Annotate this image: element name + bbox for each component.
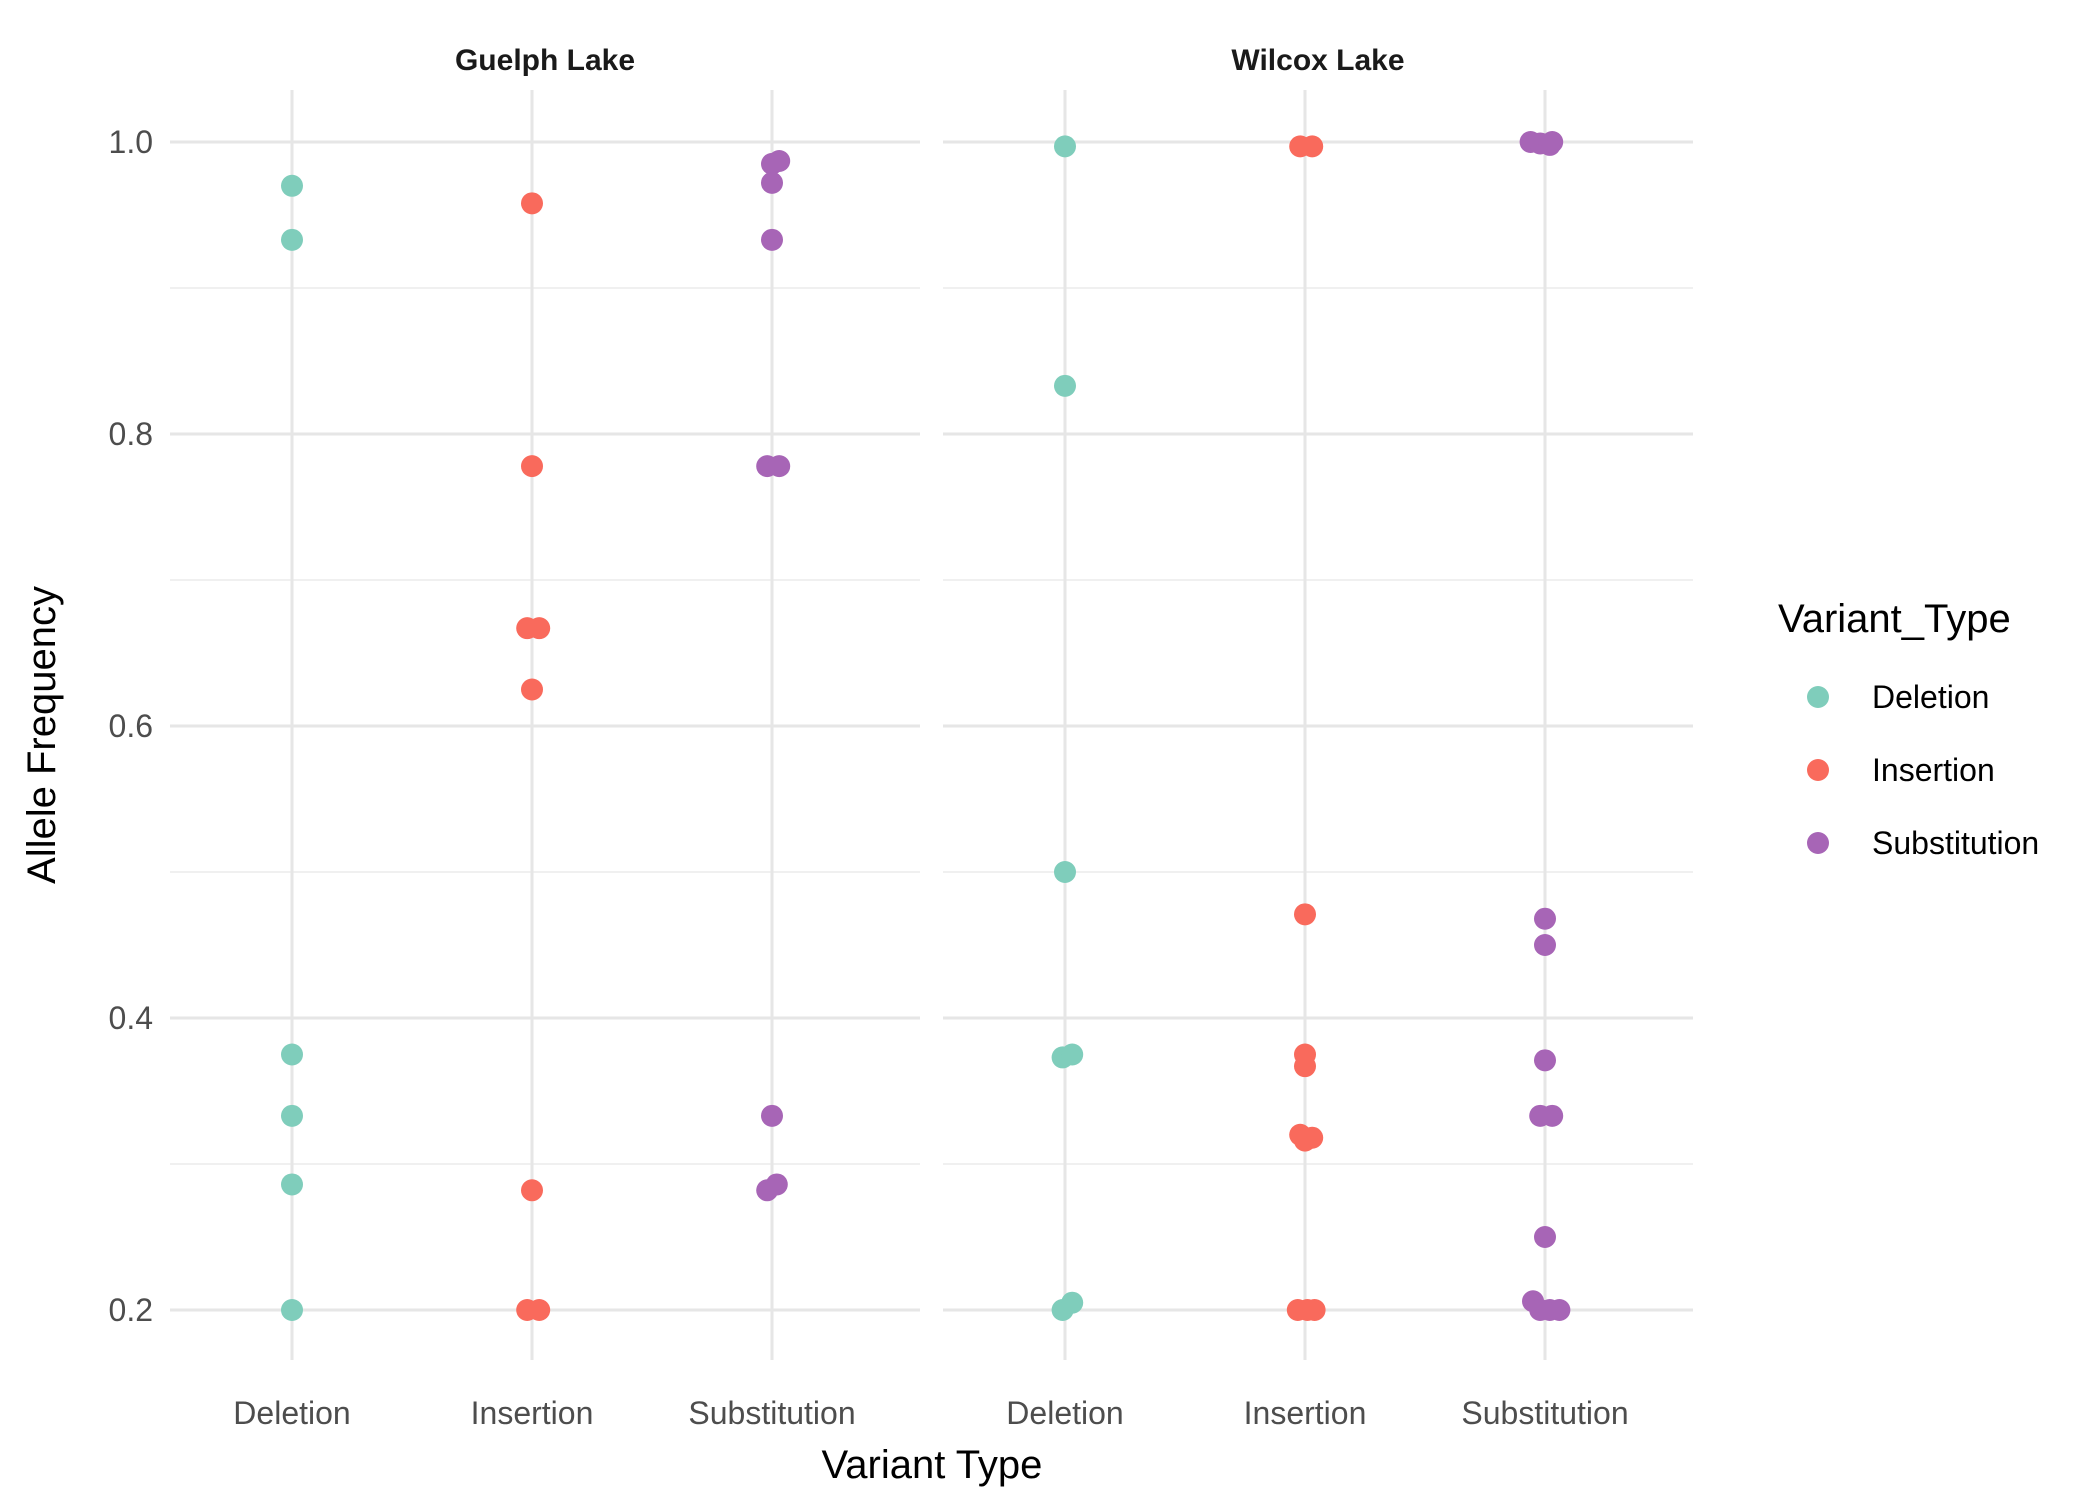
x-axis-title: Variant Type bbox=[822, 1443, 1043, 1487]
data-point-deletion bbox=[281, 1104, 303, 1127]
data-point-substitution bbox=[1534, 1226, 1556, 1248]
data-point-insertion bbox=[528, 617, 551, 640]
panel-wilcox-lake: Wilcox Lake Deletion Insertion Substitutio… bbox=[943, 44, 1693, 1431]
data-point-insertion bbox=[1294, 903, 1316, 926]
data-point-substitution bbox=[1534, 934, 1556, 956]
data-point-substitution bbox=[761, 171, 783, 194]
data-point-insertion bbox=[521, 678, 543, 701]
data-point-substitution bbox=[768, 455, 791, 478]
x-tick-label: Insertion bbox=[471, 1395, 594, 1431]
x-tick-label: Deletion bbox=[1006, 1395, 1123, 1431]
y-axis-title: Allele Frequency bbox=[20, 586, 64, 884]
data-point-substitution bbox=[1548, 1299, 1571, 1321]
data-point-deletion bbox=[281, 1299, 303, 1321]
data-point-insertion bbox=[521, 1179, 543, 1202]
data-point-deletion bbox=[1054, 861, 1076, 883]
data-point-deletion bbox=[281, 174, 303, 197]
y-tick-label: 0.4 bbox=[109, 1000, 153, 1036]
data-point-insertion bbox=[1303, 1299, 1326, 1321]
x-tick-label: Deletion bbox=[233, 1395, 350, 1431]
data-point-insertion bbox=[1294, 1055, 1316, 1078]
data-point-substitution bbox=[761, 1104, 783, 1127]
legend-label: Deletion bbox=[1872, 679, 1989, 715]
data-point-substitution bbox=[1541, 131, 1564, 153]
data-point-insertion bbox=[521, 455, 543, 478]
data-point-substitution bbox=[1541, 1104, 1564, 1127]
data-point-substitution bbox=[761, 228, 783, 251]
legend: Variant_Type Deletion Insertion Substituti… bbox=[1778, 597, 2039, 861]
data-point-substitution bbox=[765, 1173, 788, 1196]
legend-title: Variant_Type bbox=[1778, 597, 2011, 641]
y-tick-label: 0.6 bbox=[109, 708, 153, 744]
data-point-deletion bbox=[1061, 1043, 1084, 1066]
legend-label: Insertion bbox=[1872, 752, 1995, 788]
data-point-insertion bbox=[1301, 135, 1324, 158]
y-tick-label: 0.2 bbox=[109, 1292, 153, 1328]
legend-key-substitution bbox=[1807, 832, 1829, 854]
x-tick-label: Substitution bbox=[688, 1395, 855, 1431]
x-tick-label: Insertion bbox=[1244, 1395, 1367, 1431]
data-point-deletion bbox=[1054, 374, 1076, 397]
legend-key-deletion bbox=[1807, 686, 1829, 708]
data-point-deletion bbox=[281, 1173, 303, 1196]
panel-title: Wilcox Lake bbox=[1231, 44, 1404, 77]
data-point-substitution bbox=[1534, 1049, 1556, 1072]
data-point-substitution bbox=[1534, 907, 1556, 930]
y-axis-ticks: 0.2 0.4 0.6 0.8 1.0 bbox=[109, 124, 153, 1328]
panel-guelph-lake: Guelph Lake Deletion Insertion Substitutio… bbox=[170, 44, 920, 1431]
data-point-deletion bbox=[1061, 1291, 1084, 1314]
legend-key-insertion bbox=[1807, 759, 1829, 781]
panel-title: Guelph Lake bbox=[455, 44, 635, 77]
data-point-deletion bbox=[281, 228, 303, 251]
data-point-deletion bbox=[1054, 135, 1076, 158]
legend-label: Substitution bbox=[1872, 825, 2039, 861]
data-point-substitution bbox=[768, 149, 791, 172]
y-tick-label: 0.8 bbox=[109, 416, 153, 452]
y-tick-label: 1.0 bbox=[109, 124, 153, 160]
data-point-deletion bbox=[281, 1043, 303, 1066]
data-point-insertion bbox=[1294, 1129, 1316, 1152]
x-tick-label: Substitution bbox=[1461, 1395, 1628, 1431]
data-point-insertion bbox=[521, 192, 543, 215]
data-point-insertion bbox=[528, 1299, 551, 1321]
